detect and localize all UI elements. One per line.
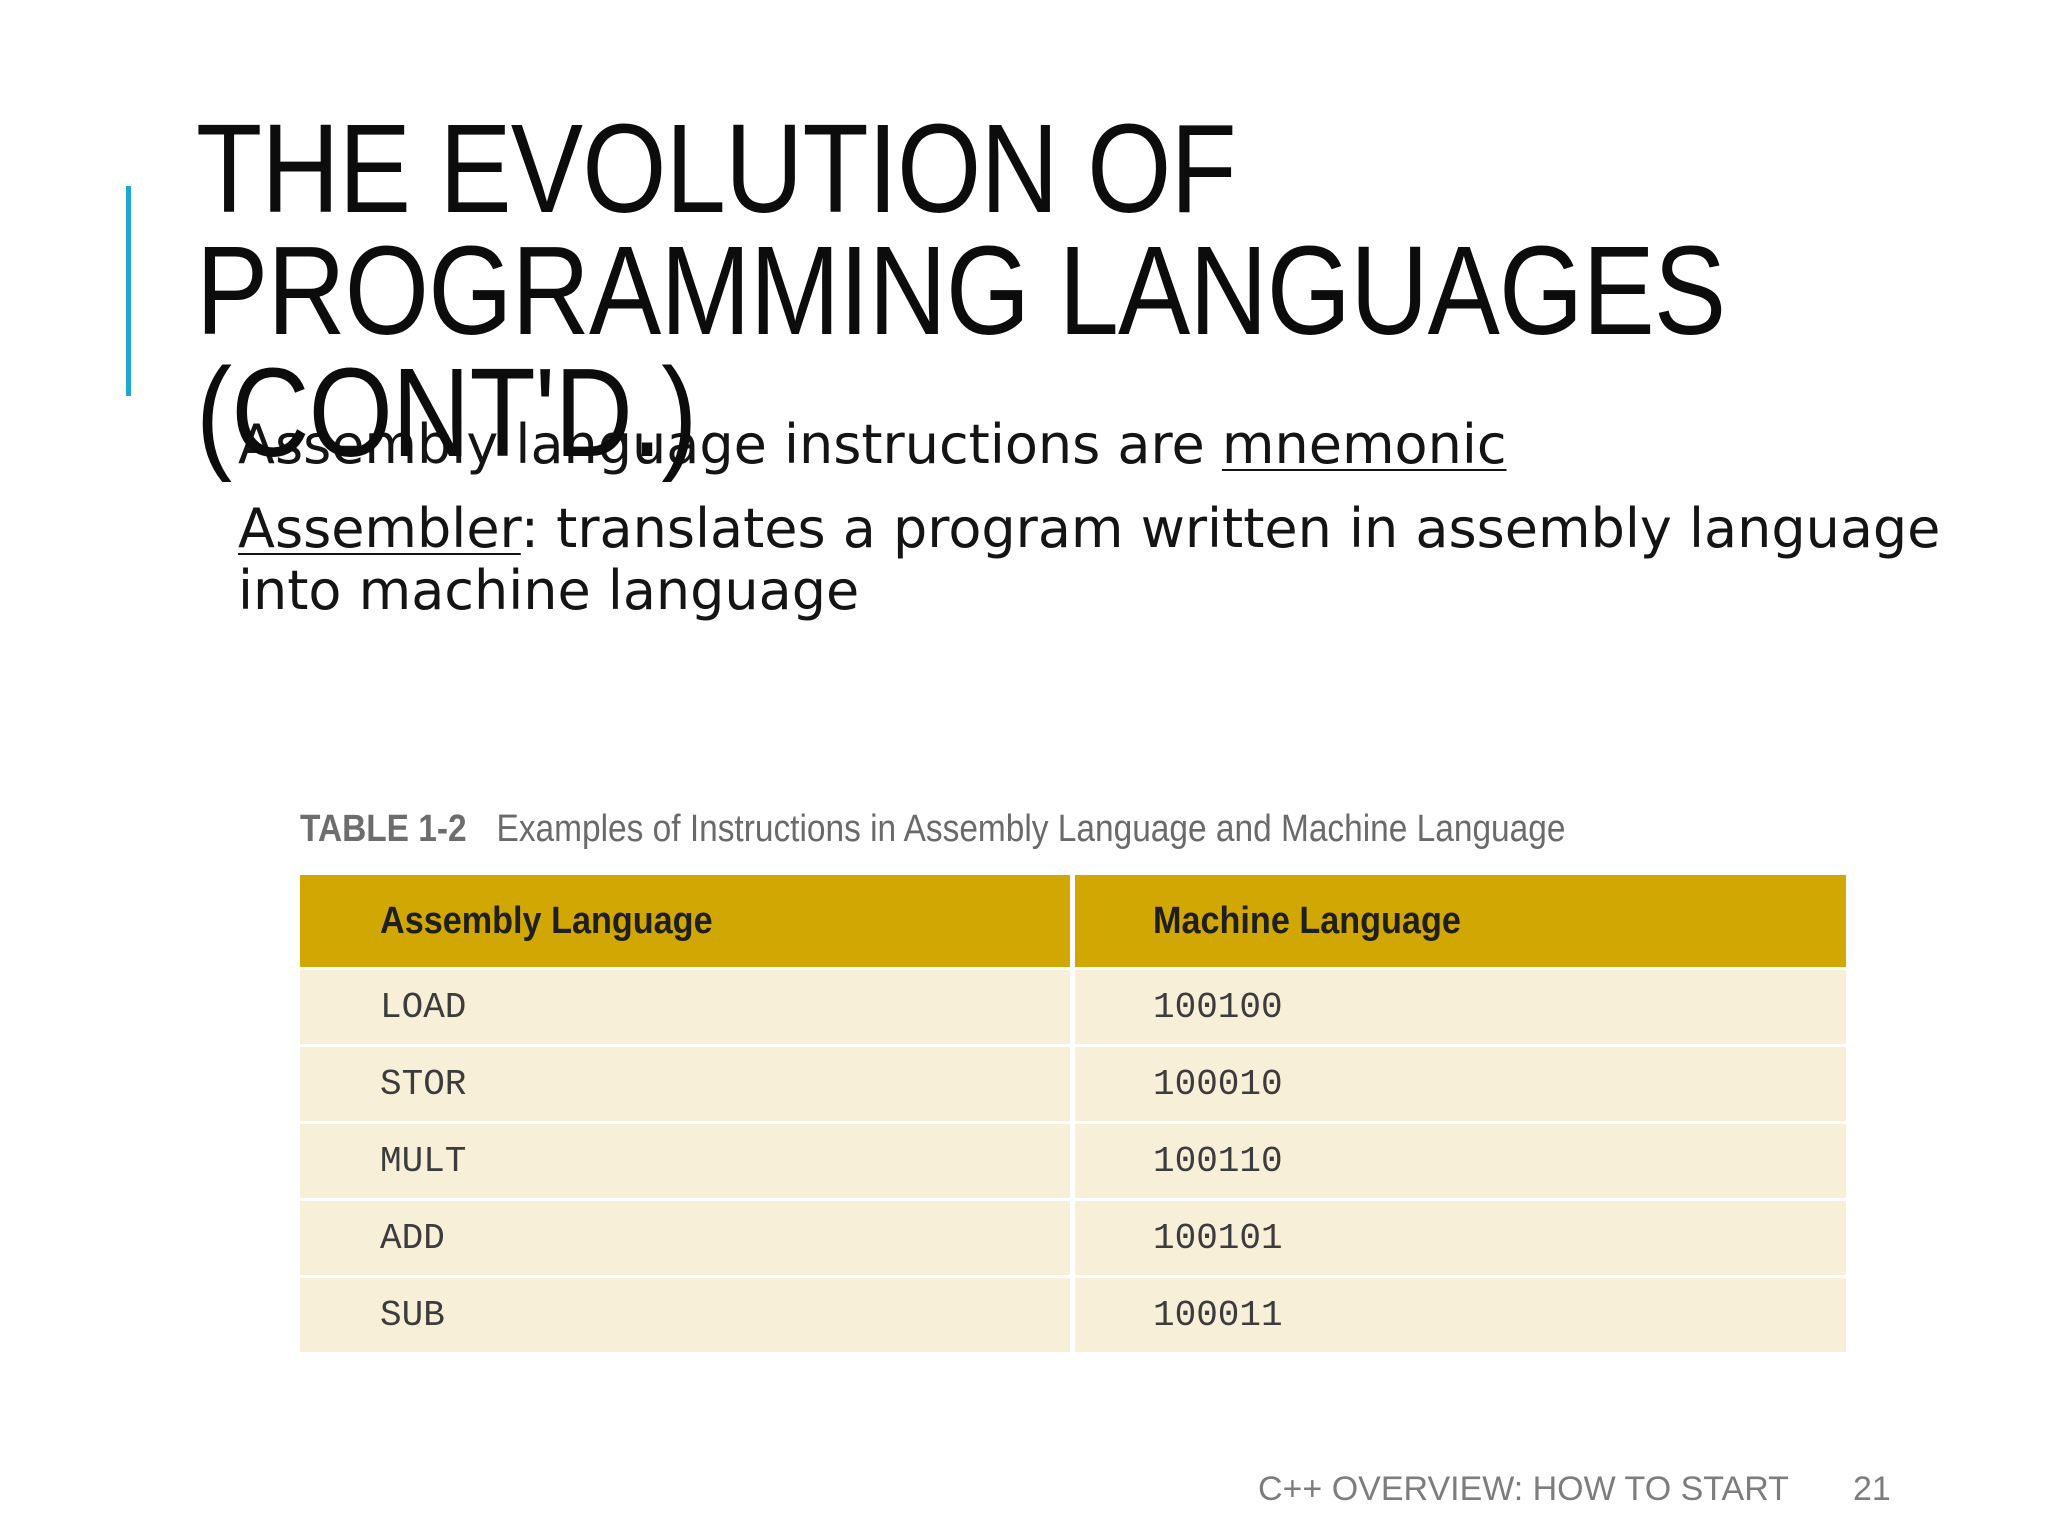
term-mnemonic: mnemonic	[1221, 413, 1507, 476]
table-row: SUB 100011	[300, 1278, 1846, 1352]
slide-footer: C++ OVERVIEW: HOW TO START	[1258, 1470, 1789, 1508]
table-caption: TABLE 1-2 Examples of Instructions in Ass…	[300, 808, 1565, 851]
machine-cell: 100101	[1075, 1201, 1846, 1275]
term-assembler: Assembler	[238, 497, 521, 560]
table-row: MULT 100110	[300, 1124, 1846, 1198]
page-number: 21	[1853, 1470, 1891, 1508]
table-row: ADD 100101	[300, 1201, 1846, 1275]
bullet-list: Assembly language instructions are mnemo…	[238, 414, 2018, 644]
machine-cell: 100010	[1075, 1047, 1846, 1121]
slide-title-line-3: (CONT'D.)	[196, 342, 697, 483]
machine-cell: 100110	[1075, 1124, 1846, 1198]
bullet-text: Assembly language instructions are	[238, 413, 1222, 476]
table-row: LOAD 100100	[300, 970, 1846, 1044]
table-caption-label: TABLE 1-2	[300, 808, 467, 850]
assembly-cell: SUB	[300, 1278, 1070, 1352]
bullet-text: : translates a program written in assemb…	[238, 497, 1941, 622]
table-header-row: Assembly Language Machine Language	[300, 875, 1846, 967]
bullet-assembler: Assembler: translates a program written …	[238, 498, 2018, 622]
slide-title: THE EVOLUTION OF PROGRAMMING LANGUAGES (…	[196, 98, 1726, 483]
header-machine-language: Machine Language	[1075, 875, 1846, 967]
machine-cell: 100100	[1075, 970, 1846, 1044]
assembly-cell: MULT	[300, 1124, 1070, 1198]
title-accent-bar	[126, 186, 131, 396]
table-row: STOR 100010	[300, 1047, 1846, 1121]
bullet-mnemonic: Assembly language instructions are mnemo…	[238, 414, 2018, 476]
assembly-cell: LOAD	[300, 970, 1070, 1044]
header-assembly-language: Assembly Language	[300, 875, 1070, 967]
slide-title-line-1: THE EVOLUTION OF	[196, 98, 1237, 239]
assembly-cell: ADD	[300, 1201, 1070, 1275]
slide-title-line-2: PROGRAMMING LANGUAGES	[196, 220, 1726, 361]
table-caption-text: Examples of Instructions in Assembly Lan…	[496, 808, 1566, 850]
machine-cell: 100011	[1075, 1278, 1846, 1352]
assembly-cell: STOR	[300, 1047, 1070, 1121]
instruction-table: Assembly Language Machine Language LOAD …	[300, 875, 1846, 1355]
